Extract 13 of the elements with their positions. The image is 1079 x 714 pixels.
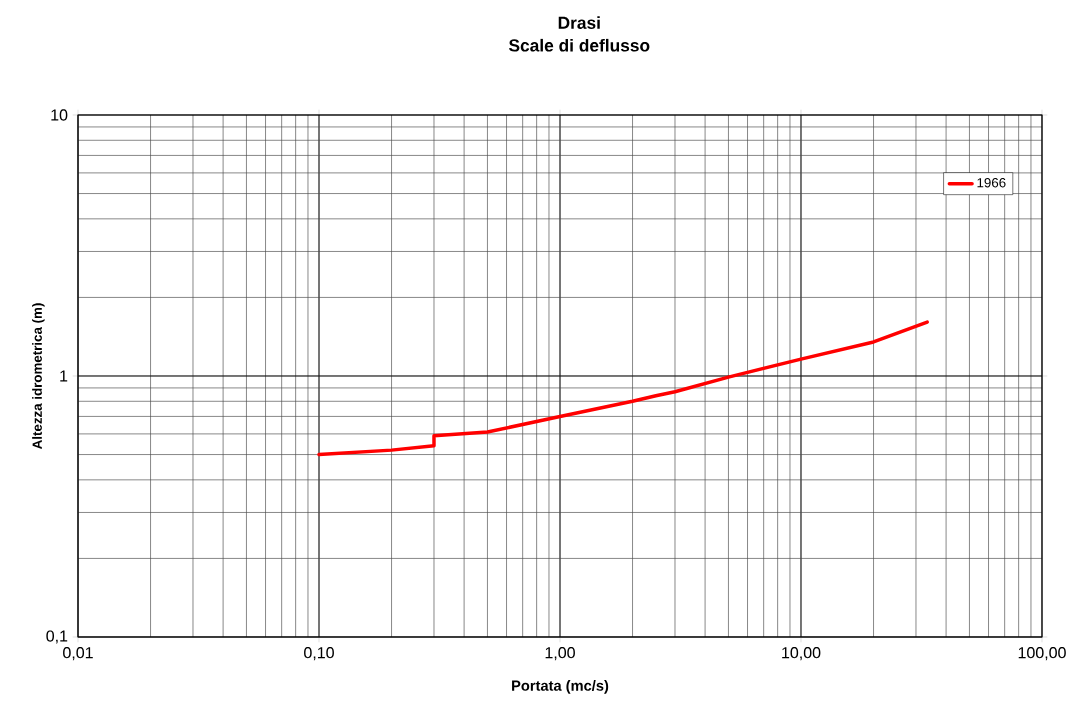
chart-title: Drasi	[558, 16, 600, 29]
x-tick-label: 0,10	[304, 647, 334, 661]
y-axis-title: Altezza idrometrica (m)	[32, 303, 45, 450]
y-tick-label: 10	[51, 109, 68, 121]
x-axis-title: Portata (mc/s)	[512, 680, 609, 694]
x-tick-label: 10,00	[782, 647, 821, 661]
x-tick-label: 1,00	[545, 647, 575, 661]
x-tick-label: 100,00	[1018, 647, 1066, 661]
chart-subtitle: Scale di deflusso	[508, 38, 650, 52]
x-tick-label: 0,01	[63, 647, 93, 661]
y-tick-label: 1	[60, 370, 68, 382]
legend-label: 1966	[977, 178, 1006, 188]
y-tick-label: 0,1	[46, 630, 68, 644]
